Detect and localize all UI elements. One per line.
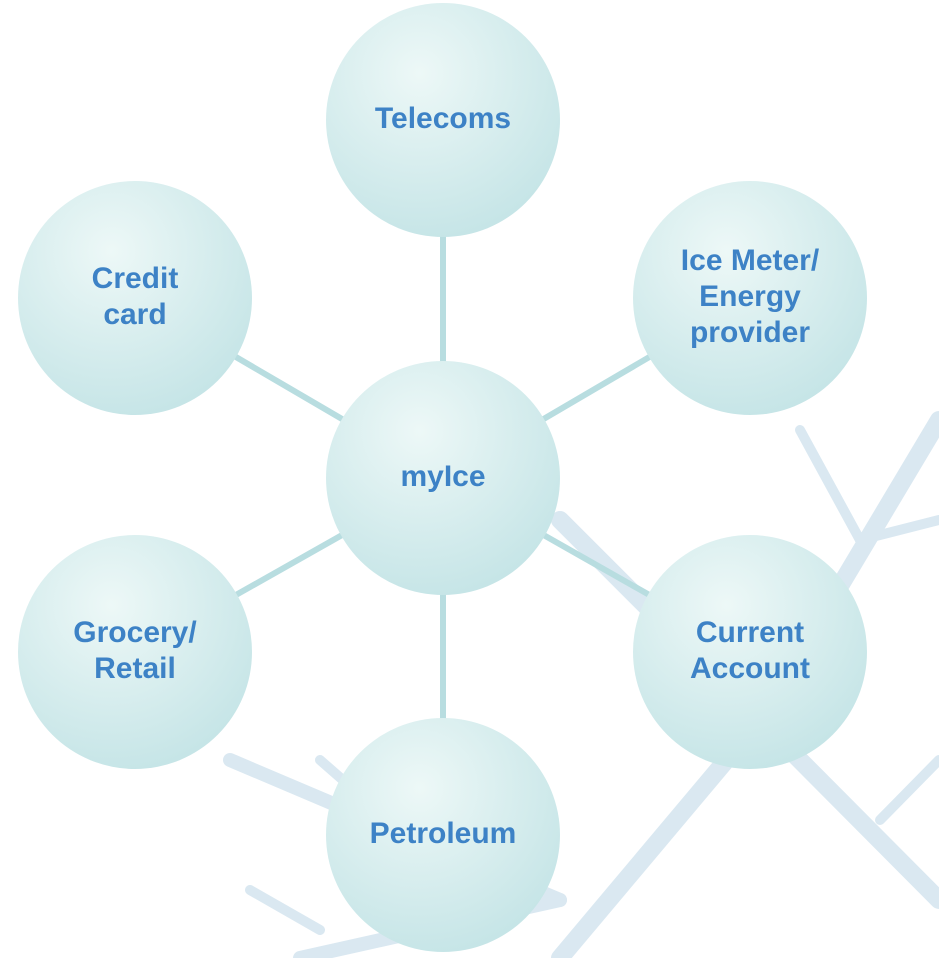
node: Grocery/Retail <box>18 535 252 769</box>
node: myIce <box>326 361 560 595</box>
node-label: card <box>103 298 166 331</box>
node: Petroleum <box>326 718 560 952</box>
node-circle <box>326 3 560 237</box>
node: Telecoms <box>326 3 560 237</box>
node-circle <box>18 535 252 769</box>
node-circle <box>633 535 867 769</box>
node-label: Retail <box>94 652 176 685</box>
node-label: Telecoms <box>375 102 511 135</box>
node-label: Current <box>696 616 804 649</box>
node-label: Grocery/ <box>73 616 197 649</box>
node-label: Credit <box>92 262 179 295</box>
node-label: Ice Meter/ <box>681 244 820 277</box>
node-circle <box>18 181 252 415</box>
node-label: Energy <box>699 280 801 313</box>
node-label: Petroleum <box>370 817 517 850</box>
node-circle <box>326 361 560 595</box>
node-label: myIce <box>400 460 485 493</box>
node-label: provider <box>690 316 810 349</box>
node-label: Account <box>690 652 810 685</box>
node-circle <box>326 718 560 952</box>
node-circle <box>633 181 867 415</box>
